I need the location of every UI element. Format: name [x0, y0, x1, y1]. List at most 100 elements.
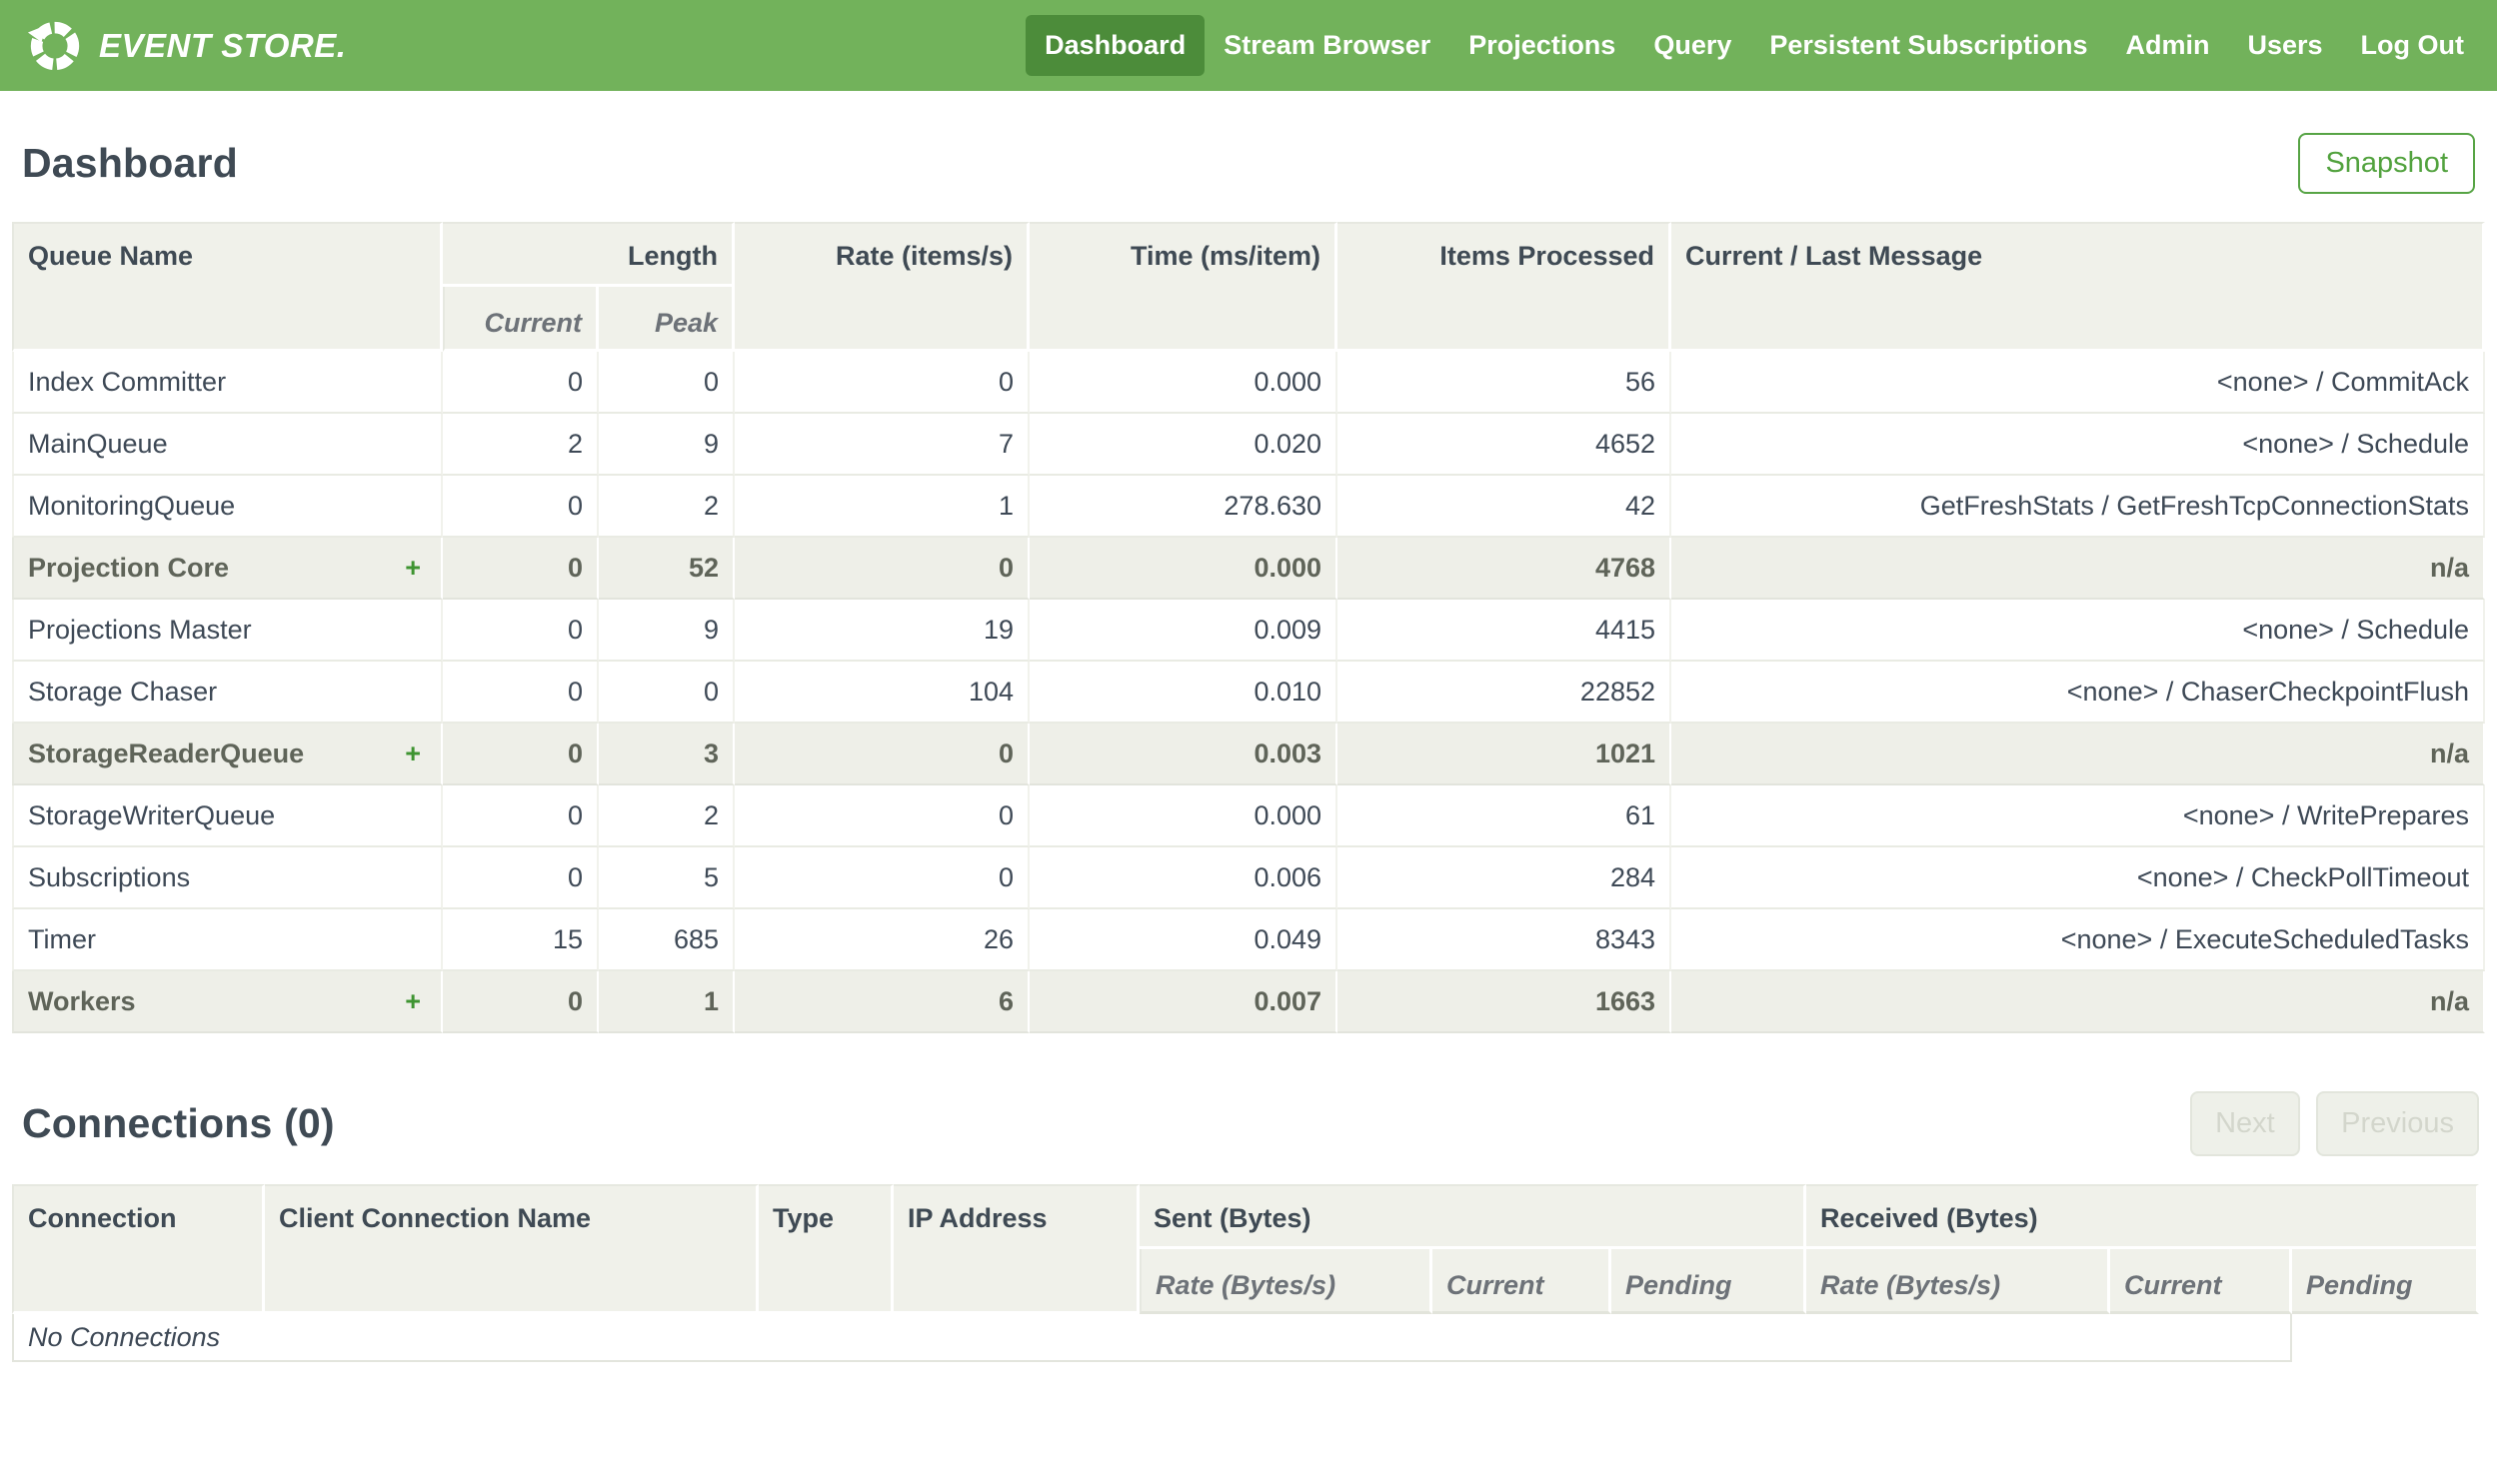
brand-logo[interactable]: EVENT STORE.: [26, 17, 346, 75]
column-header-sent-rate: Rate (Bytes/s): [1140, 1249, 1432, 1314]
next-button[interactable]: Next: [2190, 1091, 2300, 1156]
cell-rate: 26: [735, 909, 1031, 971]
column-header-time: Time (ms/item): [1030, 222, 1338, 352]
queues-table-body: Index Committer 0 0 0 0.000 56 <none> / Commit…: [12, 352, 2486, 1033]
cell-peak: 685: [599, 909, 736, 971]
cell-peak: 9: [599, 414, 736, 476]
cell-current: 0: [443, 662, 599, 724]
cell-queue-name: Subscriptions: [12, 847, 443, 909]
no-connections-row: No Connections: [12, 1314, 2479, 1362]
previous-button[interactable]: Previous: [2316, 1091, 2479, 1156]
column-header-ip-address: IP Address: [894, 1184, 1140, 1314]
cell-queue-name: + StorageReaderQueue: [12, 724, 443, 785]
column-header-length: Length: [443, 222, 736, 287]
cell-message: <none> / ChaserCheckpointFlush: [1671, 662, 2486, 724]
cell-queue-name: StorageWriterQueue: [12, 785, 443, 847]
cell-current: 0: [443, 847, 599, 909]
queue-row-monitoringqueue: MonitoringQueue 0 2 1 278.630 42 GetFreshStats…: [12, 476, 2486, 538]
column-header-queue-name: Queue Name: [12, 222, 443, 352]
cell-time: 0.000: [1030, 352, 1338, 414]
cell-items-processed: 4768: [1337, 538, 1672, 600]
expand-group-button[interactable]: +: [405, 738, 421, 768]
column-header-sent-pending: Pending: [1611, 1249, 1806, 1314]
brand-name: EVENT STORE.: [99, 26, 347, 64]
cell-message: n/a: [1671, 971, 2486, 1033]
snapshot-button[interactable]: Snapshot: [2298, 133, 2475, 194]
queue-row-mainqueue: MainQueue 2 9 7 0.020 4652 <none> / Schedule: [12, 414, 2486, 476]
no-connections-message: No Connections: [12, 1314, 2292, 1362]
column-header-current: Current: [443, 287, 599, 352]
nav-item-stream-browser[interactable]: Stream Browser: [1224, 30, 1431, 60]
cell-current: 0: [443, 600, 599, 662]
queue-name-label: StorageReaderQueue: [28, 738, 305, 768]
nav-item-log-out[interactable]: Log Out: [2360, 30, 2464, 60]
cell-peak: 3: [599, 724, 736, 785]
cell-current: 0: [443, 971, 599, 1033]
cell-items-processed: 42: [1337, 476, 1672, 538]
expand-group-button[interactable]: +: [405, 552, 421, 583]
cell-message: <none> / CommitAck: [1671, 352, 2486, 414]
logo-arrowhead: [27, 24, 48, 42]
queue-row-workers: + Workers 0 1 6 0.007 1663 n/a: [12, 971, 2486, 1033]
nav-item-dashboard[interactable]: Dashboard: [1026, 15, 1206, 76]
cell-message: <none> / Schedule: [1671, 600, 2486, 662]
cell-peak: 0: [599, 662, 736, 724]
cell-time: 0.007: [1030, 971, 1338, 1033]
cell-time: 0.000: [1030, 538, 1338, 600]
event-store-logo-icon: [27, 21, 80, 70]
cell-time: 0.006: [1030, 847, 1338, 909]
nav-item-admin[interactable]: Admin: [2125, 30, 2210, 60]
cell-time: 278.630: [1030, 476, 1338, 538]
cell-message: <none> / WritePrepares: [1671, 785, 2486, 847]
column-header-received-bytes: Received (Bytes): [1806, 1184, 2480, 1249]
page-title: Dashboard: [22, 140, 238, 186]
cell-queue-name: Projections Master: [12, 600, 443, 662]
column-header-sent-bytes: Sent (Bytes): [1140, 1184, 1806, 1249]
cell-current: 2: [443, 414, 599, 476]
cell-time: 0.020: [1030, 414, 1338, 476]
queue-row-timer: Timer 15 685 26 0.049 8343 <none> / ExecuteSch…: [12, 909, 2486, 971]
expand-group-button[interactable]: +: [405, 985, 421, 1016]
cell-time: 0.049: [1030, 909, 1338, 971]
cell-rate: 0: [735, 847, 1031, 909]
queue-name-label: StorageWriterQueue: [28, 799, 276, 830]
cell-peak: 2: [599, 785, 736, 847]
queue-name-label: Projections Master: [28, 614, 252, 645]
column-header-type: Type: [759, 1184, 894, 1314]
nav-item-projections[interactable]: Projections: [1468, 30, 1616, 60]
cell-items-processed: 61: [1337, 785, 1672, 847]
nav-item-users[interactable]: Users: [2247, 30, 2323, 60]
cell-rate: 7: [735, 414, 1031, 476]
cell-message: <none> / ExecuteScheduledTasks: [1671, 909, 2486, 971]
cell-queue-name: Storage Chaser: [12, 662, 443, 724]
queue-row-storagereaderqueue: + StorageReaderQueue 0 3 0 0.003 1021 n/a: [12, 724, 2486, 785]
main-content: Dashboard Snapshot Queue Name Length Rat…: [0, 91, 2497, 1362]
queue-name-label: Subscriptions: [28, 861, 191, 892]
cell-items-processed: 56: [1337, 352, 1672, 414]
cell-peak: 2: [599, 476, 736, 538]
cell-rate: 0: [735, 785, 1031, 847]
cell-peak: 0: [599, 352, 736, 414]
cell-items-processed: 8343: [1337, 909, 1672, 971]
cell-rate: 0: [735, 724, 1031, 785]
queue-row-projections-master: Projections Master 0 9 19 0.009 4415 <none> / …: [12, 600, 2486, 662]
cell-time: 0.010: [1030, 662, 1338, 724]
cell-current: 0: [443, 352, 599, 414]
cell-time: 0.009: [1030, 600, 1338, 662]
cell-message: n/a: [1671, 724, 2486, 785]
queue-name-label: Index Committer: [28, 366, 227, 397]
cell-queue-name: Timer: [12, 909, 443, 971]
cell-items-processed: 284: [1337, 847, 1672, 909]
cell-rate: 19: [735, 600, 1031, 662]
cell-queue-name: MainQueue: [12, 414, 443, 476]
nav-menu: Dashboard Stream Browser Projections Query P…: [1026, 15, 2483, 76]
nav-item-persistent-subscriptions[interactable]: Persistent Subscriptions: [1769, 30, 2088, 60]
column-header-received-current: Current: [2110, 1249, 2292, 1314]
cell-items-processed: 1663: [1337, 971, 1672, 1033]
cell-current: 0: [443, 476, 599, 538]
cell-current: 0: [443, 785, 599, 847]
queue-row-index-committer: Index Committer 0 0 0 0.000 56 <none> / Commit…: [12, 352, 2486, 414]
nav-item-query[interactable]: Query: [1653, 30, 1732, 60]
column-header-sent-current: Current: [1432, 1249, 1611, 1314]
cell-peak: 52: [599, 538, 736, 600]
